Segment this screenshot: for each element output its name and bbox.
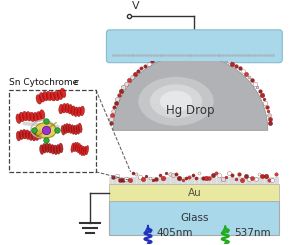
Ellipse shape	[46, 91, 52, 101]
Ellipse shape	[60, 88, 66, 98]
Ellipse shape	[79, 145, 82, 155]
Ellipse shape	[40, 110, 45, 119]
Ellipse shape	[28, 131, 33, 140]
Ellipse shape	[71, 106, 75, 116]
Ellipse shape	[73, 142, 77, 152]
Ellipse shape	[66, 123, 70, 133]
Ellipse shape	[65, 103, 69, 113]
Ellipse shape	[19, 112, 24, 122]
Ellipse shape	[77, 143, 81, 153]
Ellipse shape	[81, 146, 84, 156]
FancyBboxPatch shape	[106, 30, 282, 63]
Ellipse shape	[16, 114, 21, 123]
Ellipse shape	[50, 92, 56, 101]
Polygon shape	[113, 55, 268, 130]
Ellipse shape	[59, 143, 63, 153]
Bar	[112, 46, 276, 61]
Ellipse shape	[68, 104, 72, 114]
Ellipse shape	[26, 111, 31, 121]
Ellipse shape	[16, 131, 21, 141]
Ellipse shape	[22, 111, 28, 121]
Ellipse shape	[42, 91, 48, 101]
Ellipse shape	[37, 111, 42, 121]
Ellipse shape	[56, 145, 60, 154]
Ellipse shape	[39, 93, 45, 102]
Ellipse shape	[75, 142, 79, 152]
Ellipse shape	[30, 112, 35, 122]
Ellipse shape	[57, 90, 63, 100]
Ellipse shape	[160, 91, 192, 112]
Ellipse shape	[36, 95, 42, 104]
Ellipse shape	[33, 112, 38, 122]
Ellipse shape	[61, 125, 65, 135]
Ellipse shape	[19, 130, 24, 139]
Ellipse shape	[71, 125, 75, 134]
Bar	[9, 90, 96, 172]
Ellipse shape	[63, 124, 67, 134]
Ellipse shape	[35, 131, 39, 140]
Text: V: V	[132, 1, 139, 12]
Ellipse shape	[77, 107, 81, 117]
Ellipse shape	[85, 146, 88, 155]
Ellipse shape	[22, 129, 27, 139]
Ellipse shape	[76, 124, 80, 134]
Ellipse shape	[78, 123, 82, 133]
Ellipse shape	[32, 131, 36, 141]
Text: Glass: Glass	[180, 213, 209, 223]
Ellipse shape	[54, 91, 59, 101]
Text: 537nm: 537nm	[234, 228, 271, 238]
Ellipse shape	[25, 130, 30, 139]
Ellipse shape	[59, 104, 63, 114]
Ellipse shape	[80, 106, 84, 116]
Ellipse shape	[83, 146, 86, 156]
Ellipse shape	[51, 145, 55, 154]
Ellipse shape	[138, 77, 214, 126]
Ellipse shape	[53, 145, 58, 155]
Ellipse shape	[40, 145, 44, 154]
Text: Hg Drop: Hg Drop	[166, 104, 215, 118]
Bar	[109, 177, 279, 184]
Text: Sn Cytochrome: Sn Cytochrome	[9, 78, 81, 87]
Text: c: c	[73, 78, 78, 87]
Ellipse shape	[71, 143, 74, 152]
Ellipse shape	[45, 143, 49, 153]
Ellipse shape	[73, 125, 77, 135]
Ellipse shape	[42, 143, 46, 153]
Bar	[109, 201, 279, 235]
Bar	[109, 184, 279, 201]
Ellipse shape	[68, 124, 72, 134]
Ellipse shape	[62, 103, 66, 113]
Ellipse shape	[74, 107, 78, 117]
Ellipse shape	[150, 84, 202, 118]
Text: Au: Au	[188, 188, 201, 198]
Ellipse shape	[37, 129, 42, 139]
Ellipse shape	[48, 144, 52, 153]
Text: 405nm: 405nm	[157, 228, 193, 238]
Ellipse shape	[35, 122, 56, 138]
